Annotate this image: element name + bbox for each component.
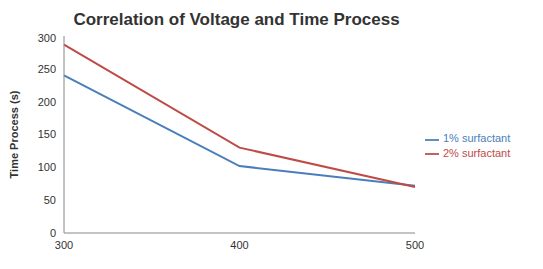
svg-text:250: 250 bbox=[38, 63, 56, 75]
svg-text:100: 100 bbox=[38, 161, 56, 173]
svg-text:0: 0 bbox=[50, 227, 56, 239]
svg-text:200: 200 bbox=[38, 96, 56, 108]
html-text:2% surfactant: 2% surfactant bbox=[443, 146, 511, 159]
html-text:1% surfactant: 1% surfactant bbox=[443, 132, 511, 145]
svg-text:500: 500 bbox=[406, 239, 424, 251]
svg-text:50: 50 bbox=[44, 194, 56, 206]
html-text:Correlation of Voltage and Tim: Correlation of Voltage and Time Process bbox=[73, 10, 400, 29]
svg-text:150: 150 bbox=[38, 128, 56, 140]
svg-text:Time Process (s): Time Process (s) bbox=[8, 90, 20, 178]
svg-text:400: 400 bbox=[230, 239, 248, 251]
svg-text:300: 300 bbox=[55, 239, 73, 251]
svg-text:300: 300 bbox=[38, 32, 56, 44]
